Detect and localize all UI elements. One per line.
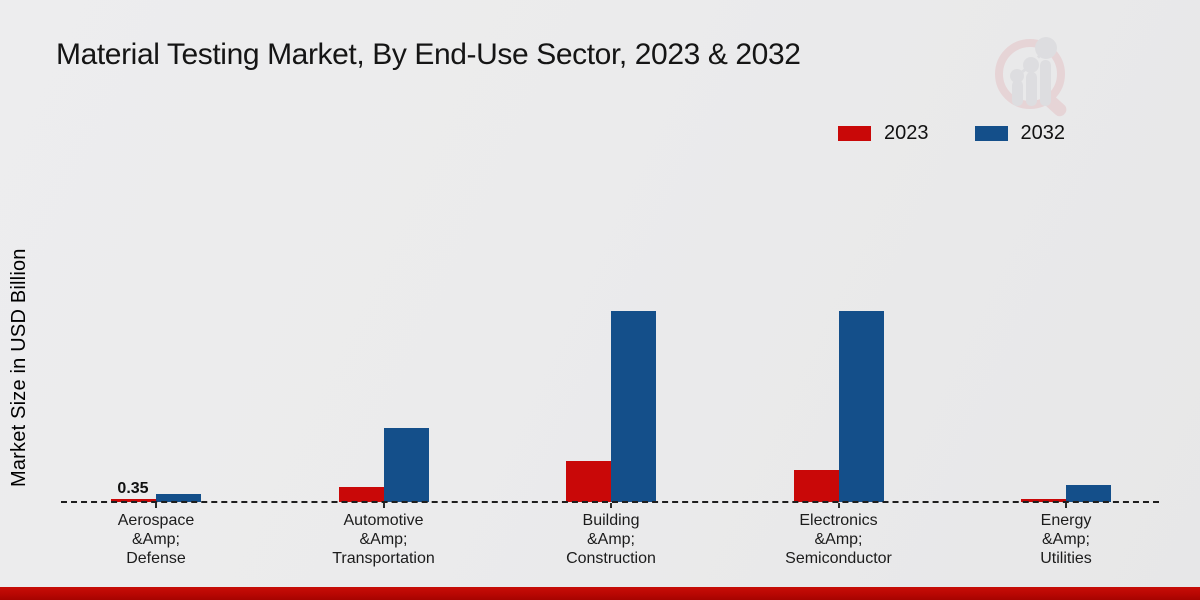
x-axis-dashed-baseline — [61, 501, 1159, 503]
footer-accent-stripe — [0, 587, 1200, 600]
magnifier-bar-chart-logo-icon — [995, 37, 1067, 117]
x-axis-tick-0 — [155, 503, 157, 508]
x-axis-tick-3 — [837, 503, 840, 508]
legend: 2023 2032 — [838, 122, 1065, 145]
x-axis-tick-4 — [1065, 503, 1067, 508]
legend-label-2032: 2032 — [1020, 122, 1066, 144]
category-label-1: Automotive &Amp; Transportation — [332, 512, 435, 567]
bar-2023-category-2 — [566, 461, 611, 502]
legend-swatch-2023 — [838, 126, 871, 141]
legend-item-2032: 2032 — [974, 122, 1066, 145]
bar-2023-category-4 — [1021, 499, 1066, 502]
legend-label-2023: 2023 — [884, 122, 929, 144]
bar-2023-category-1 — [338, 487, 384, 502]
chart-title: Material Testing Market, By End-Use Sect… — [56, 38, 801, 71]
bar-2023-category-0 — [111, 499, 156, 502]
x-axis-tick-2 — [610, 503, 612, 508]
bar-2032-category-4 — [1066, 485, 1111, 502]
category-label-0: Aerospace &Amp; Defense — [117, 512, 195, 567]
bar-2032-category-2 — [611, 311, 656, 502]
x-axis-tick-1 — [382, 503, 385, 508]
bar-value-label: 0.35 — [117, 480, 149, 497]
category-label-4: Energy &Amp; Utilities — [1040, 512, 1092, 567]
category-label-2: Building &Amp; Construction — [566, 512, 656, 567]
bar-2023-category-3 — [793, 470, 839, 502]
bar-2032-category-1 — [383, 428, 429, 502]
bar-2032-category-0 — [156, 494, 201, 502]
category-label-3: Electronics &Amp; Semiconductor — [785, 512, 892, 567]
legend-item-2023: 2023 — [838, 122, 929, 145]
legend-swatch-2032 — [974, 126, 1008, 141]
bar-2032-category-3 — [838, 311, 884, 502]
